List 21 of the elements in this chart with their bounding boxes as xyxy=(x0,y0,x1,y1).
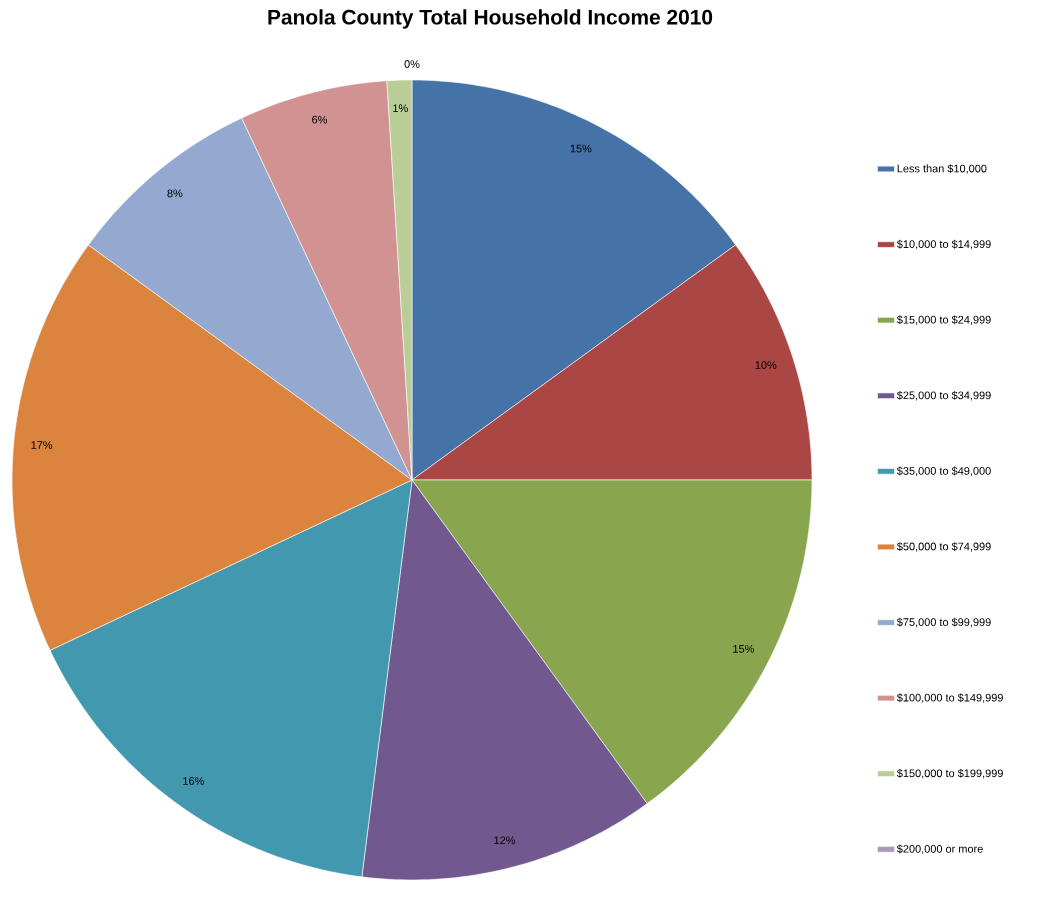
legend-label: $150,000 to $199,999 xyxy=(896,768,1003,779)
legend-label: $100,000 to $149,999 xyxy=(896,693,1003,703)
legend-label: Less than $10,000 xyxy=(897,164,987,174)
legend-label: $25,000 to $34,999 xyxy=(896,390,991,401)
legend-label: $15,000 to $24,999 xyxy=(896,315,991,325)
data-label: 16% xyxy=(183,777,204,785)
data-label: 17% xyxy=(31,441,53,449)
data-label: 1% xyxy=(393,104,408,113)
data-label: 12% xyxy=(494,836,516,845)
text: 0% xyxy=(404,60,420,68)
legend-label: $35,000 to $49,000 xyxy=(896,466,991,477)
legend-label: $75,000 to $99,999 xyxy=(896,617,991,628)
data-label: 10% xyxy=(755,361,777,369)
data-label: 6% xyxy=(312,115,327,124)
data-label: 15% xyxy=(570,144,592,153)
chart-title: Panola County Total Household Income 2010 xyxy=(268,9,713,29)
data-label: 8% xyxy=(167,189,183,198)
data-label: 15% xyxy=(733,645,755,653)
legend-label: $200,000 or more xyxy=(896,844,983,855)
legend-label: $10,000 to $14,999 xyxy=(896,239,991,250)
legend-label: $50,000 to $74,999 xyxy=(896,542,991,552)
